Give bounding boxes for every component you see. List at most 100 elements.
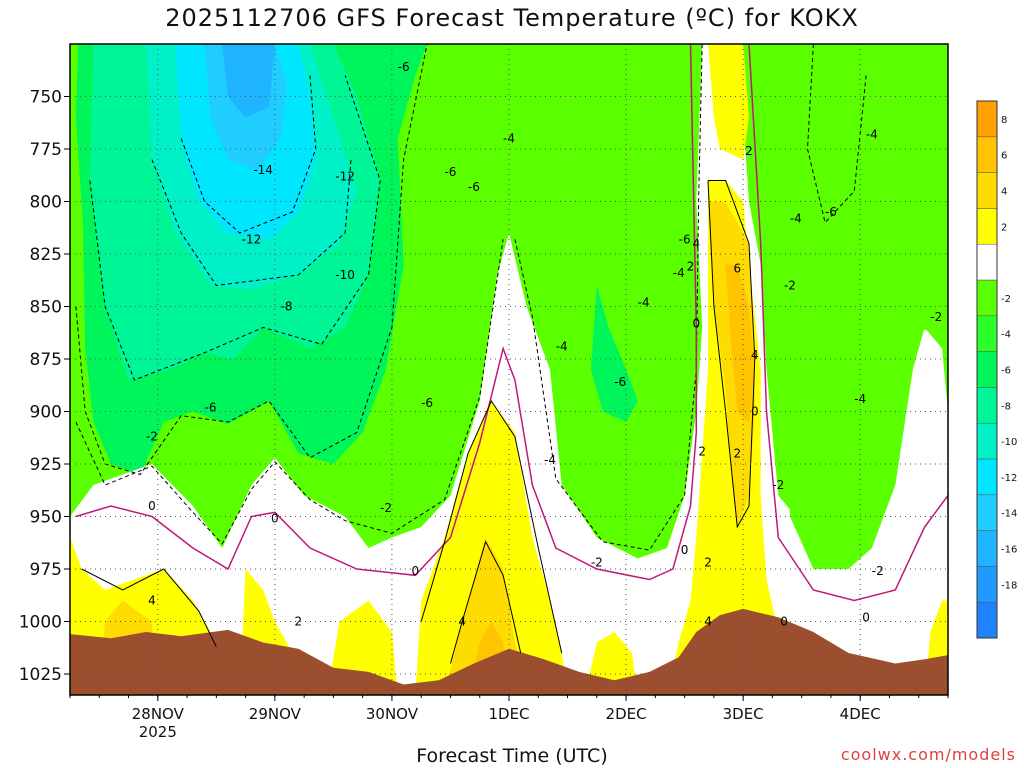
colorbar-label: 8 xyxy=(1001,115,1007,126)
contour-line-plus4-1dec xyxy=(450,540,522,664)
watermark: coolwx.com/models xyxy=(840,745,1016,764)
contour-label: 0 xyxy=(148,499,156,513)
contour-label: 0 xyxy=(271,512,279,526)
grid-layer xyxy=(70,44,948,695)
colorbar-label: -16 xyxy=(1001,545,1017,556)
y-tick-label: 875 xyxy=(30,350,62,370)
colorbar-label: -2 xyxy=(1001,294,1011,305)
contour-line-minus10 xyxy=(151,159,352,287)
contour-label: -6 xyxy=(679,232,691,246)
contour-label: 6 xyxy=(733,262,741,276)
contour-label: -4 xyxy=(638,295,650,309)
colorbar-swatch xyxy=(976,208,998,245)
contour-label: -12 xyxy=(335,169,355,183)
contour-line-plus2-1dec xyxy=(420,399,563,654)
y-tick-label: 775 xyxy=(30,140,62,160)
colorbar-swatch xyxy=(976,530,998,567)
contour-label: 0 xyxy=(862,610,870,624)
contour-line-minus2-b xyxy=(514,44,703,551)
contour-label: -2 xyxy=(380,501,392,515)
colorbar-label: 6 xyxy=(1001,151,1007,162)
contour-line-minus8 xyxy=(89,75,381,381)
fill-band-minus6-pocket xyxy=(590,285,638,422)
colorbar: -18 -16 -14 -12 -10 -8 -6 -4 -2 2 4 6 8 xyxy=(976,100,1017,639)
contour-label: -6 xyxy=(825,205,837,219)
contour-label: -4 xyxy=(673,266,685,280)
contour-label: 2 xyxy=(698,444,706,458)
contour-label: -4 xyxy=(866,127,878,141)
x-tick-label: 3DEC xyxy=(723,705,764,723)
colorbar-swatch xyxy=(976,172,998,209)
x-tick-label: 29NOV xyxy=(249,705,302,723)
contour-label: -10 xyxy=(335,268,355,282)
y-tick-label: 850 xyxy=(30,298,62,318)
x-tick-label: 30NOV xyxy=(366,705,419,723)
contour-label: 0 xyxy=(681,543,689,557)
y-tick-label: 900 xyxy=(30,403,62,423)
contour-label: 4 xyxy=(148,594,156,608)
fill-band-minus16 xyxy=(222,44,275,118)
colorbar-label: -10 xyxy=(1001,437,1017,448)
contour-label: -2 xyxy=(872,564,884,578)
contour-label: 4 xyxy=(692,237,700,251)
colorbar-label: -14 xyxy=(1001,509,1017,520)
contour-label: 2 xyxy=(745,144,753,158)
colorbar-swatch xyxy=(976,422,998,460)
fill-band-plus2-3dec-top xyxy=(708,44,749,160)
contour-line-zero xyxy=(75,44,698,581)
contour-line-plus2 xyxy=(81,568,217,647)
chart-title: 2025112706 GFS Forecast Temperature (ºC)… xyxy=(165,4,859,32)
contour-line-plus4-3dec xyxy=(707,180,756,529)
y-tick-label: 950 xyxy=(30,508,62,528)
contour-label: 2 xyxy=(704,556,712,570)
contour-label: 2 xyxy=(687,260,695,274)
contour-label: -8 xyxy=(281,300,293,314)
contour-label: 0 xyxy=(412,564,420,578)
contour-label: -2 xyxy=(772,478,784,492)
colorbar-swatch xyxy=(976,458,998,496)
x-axis-title: Forecast Time (UTC) xyxy=(416,745,608,767)
contour-label: -6 xyxy=(614,375,626,389)
contour-label: -2 xyxy=(930,310,942,324)
y-tick-label: 975 xyxy=(30,560,62,580)
colorbar-swatch xyxy=(976,136,998,173)
contour-label: -6 xyxy=(398,60,410,74)
fill-band-white-right xyxy=(766,512,925,622)
colorbar-label: -12 xyxy=(1001,473,1017,484)
contour-label-layer: -6 -4 -14 -12 -6 -6 -12 -10 -8 -6 -6 -2 0 0 -2 0 4 2 4 -2 -4… xyxy=(146,60,942,628)
colorbar-swatch xyxy=(976,601,998,639)
contour-label: -4 xyxy=(790,211,802,225)
colorbar-label: 4 xyxy=(1001,187,1007,198)
contour-label: 4 xyxy=(751,348,759,362)
contour-label: -2 xyxy=(591,556,603,570)
colorbar-label: 2 xyxy=(1001,222,1007,233)
colorbar-label: -8 xyxy=(1001,401,1011,412)
contour-label: 0 xyxy=(751,405,759,419)
contour-label: -4 xyxy=(544,453,556,467)
contour-line-minus6 xyxy=(75,44,428,476)
colorbar-swatch xyxy=(976,566,998,603)
x-tick-sublabel: 2025 xyxy=(139,723,177,741)
contour-label: -14 xyxy=(253,163,273,177)
colorbar-swatch xyxy=(976,315,998,352)
contour-label: 2 xyxy=(733,447,741,461)
colorbar-swatch xyxy=(976,351,998,388)
colorbar-label: -6 xyxy=(1001,366,1011,377)
y-tick-label: 800 xyxy=(30,193,62,213)
y-axis: 750 775 800 825 850 875 900 925 950 975 1000 1025 xyxy=(19,88,70,685)
x-tick-label: 1DEC xyxy=(488,705,529,723)
contour-line-zero-right xyxy=(748,44,948,602)
contour-label: -2 xyxy=(784,279,796,293)
contour-label: -4 xyxy=(556,339,568,353)
contour-label: -4 xyxy=(854,392,866,406)
contour-label: -6 xyxy=(444,165,456,179)
colorbar-label: -4 xyxy=(1001,330,1011,341)
colorbar-swatch xyxy=(976,387,998,424)
contour-label: -12 xyxy=(242,232,262,246)
contour-label: 0 xyxy=(692,316,700,330)
contour-label: 4 xyxy=(704,615,712,629)
colorbar-swatch xyxy=(976,494,998,531)
x-tick-label: 4DEC xyxy=(840,705,881,723)
